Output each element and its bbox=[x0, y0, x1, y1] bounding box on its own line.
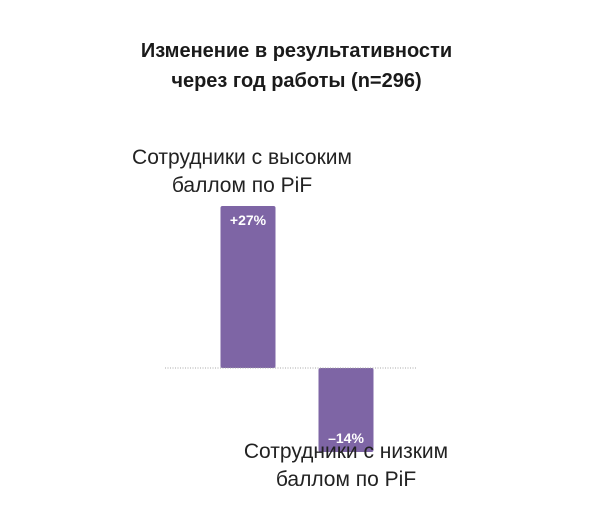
bars-layer bbox=[220, 206, 374, 452]
chart-title-line-2: через год работы (n=296) bbox=[171, 70, 422, 92]
category-label-2: Сотрудники с низким баллом по PiF bbox=[244, 440, 448, 491]
category-label-2-line-2: баллом по PiF bbox=[276, 468, 416, 491]
bar-value-label-1: +27% bbox=[230, 212, 267, 228]
bar-value-label-2: –14% bbox=[328, 430, 364, 446]
category-label-1: Сотрудники с высоким баллом по PiF bbox=[132, 146, 352, 197]
chart-title: Изменение в результативности через год р… bbox=[0, 36, 593, 96]
bar-1 bbox=[220, 206, 276, 368]
category-label-1-line-1: Сотрудники с высоким bbox=[132, 146, 352, 169]
chart-title-line-1: Изменение в результативности bbox=[140, 40, 453, 62]
category-label-1-line-2: баллом по PiF bbox=[172, 174, 312, 197]
bar-2 bbox=[318, 368, 374, 452]
category-label-2-line-1: Сотрудники с низким bbox=[244, 440, 448, 463]
labels-layer: +27% –14% Сотрудники с высоким баллом по Pi… bbox=[132, 146, 448, 491]
